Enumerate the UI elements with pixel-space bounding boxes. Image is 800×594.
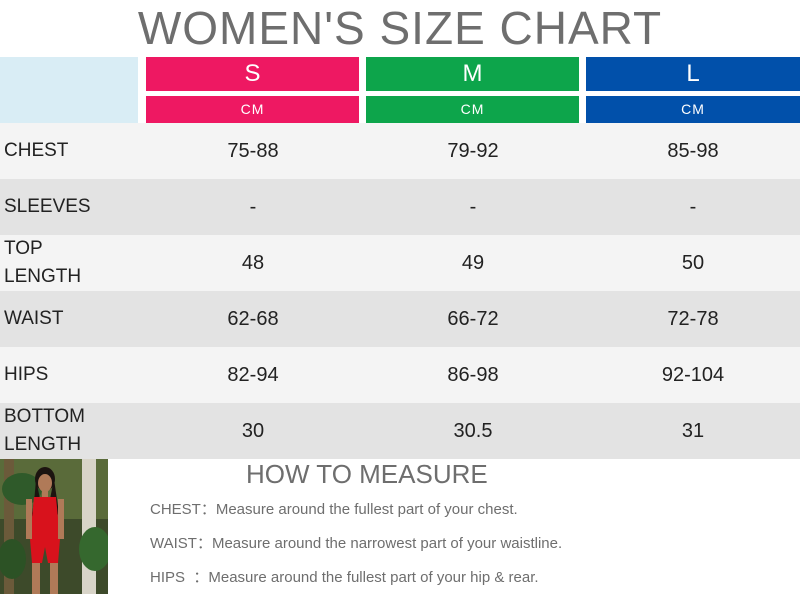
row-label: BOTTOM LENGTH [4,403,134,459]
tip-text: Measure around the fullest part of your … [215,501,518,518]
row-label: WAIST [4,308,64,329]
measure-tip-chest: CHEST：Measure around the fullest part of… [150,498,518,519]
row-label-line: LENGTH [4,266,82,287]
table-cell: 30.5 [453,419,493,442]
row-label-line: BOTTOM [4,406,85,427]
tip-key: WAIST： [150,535,212,552]
table-cell: 86-98 [447,363,499,386]
table-cell: 50 [681,251,705,274]
how-to-measure-title: HOW TO MEASURE [246,459,488,489]
tip-key: HIPS ： [150,569,209,586]
tip-text: Measure around the fullest part of your … [208,569,539,586]
table-cell: 66-72 [447,307,499,330]
table-cell: 72-78 [667,307,719,330]
table-cell: 82-94 [227,363,279,386]
header-corner [0,57,138,123]
table-cell: 79-92 [447,139,499,162]
row-label: HIPS [4,364,49,385]
table-cell: 30 [241,419,265,442]
table-cell: 85-98 [667,139,719,162]
size-header-s: S [146,57,359,91]
row-label-line: LENGTH [4,434,82,455]
row-label: SLEEVES [4,196,91,217]
tip-text: Measure around the narrowest part of you… [211,535,563,552]
table-row-top-length: TOP LENGTH 48 49 50 [0,235,800,291]
table-row-sleeves: SLEEVES - - - [0,179,800,235]
table-cell: 49 [461,251,485,274]
table-row-hips: HIPS 82-94 86-98 92-104 [0,347,800,403]
model-photo [0,459,108,594]
size-unit-s: CM [146,96,359,123]
size-header-l: L [586,57,800,91]
table-cell: 75-88 [227,139,279,162]
tip-key: CHEST： [150,501,216,518]
size-header-m: M [366,57,579,91]
page-title: WOMEN'S SIZE CHART [137,2,663,54]
table-cell: - [689,195,697,218]
measure-tip-hips: HIPS ：Measure around the fullest part of… [150,566,539,587]
measure-tip-waist: WAIST：Measure around the narrowest part … [150,532,562,553]
row-label-line: TOP [4,238,43,259]
table-cell: 92-104 [661,363,725,386]
table-cell: 31 [681,419,705,442]
table-row-bottom-length: BOTTOM LENGTH 30 30.5 31 [0,403,800,459]
table-row-chest: CHEST 75-88 79-92 85-98 [0,123,800,179]
table-cell: 48 [241,251,265,274]
table-cell: 62-68 [227,307,279,330]
size-unit-l: CM [586,96,800,123]
size-unit-m: CM [366,96,579,123]
table-row-waist: WAIST 62-68 66-72 72-78 [0,291,800,347]
table-cell: - [249,195,257,218]
row-label: TOP LENGTH [4,235,134,291]
row-label: CHEST [4,140,69,161]
table-cell: - [469,195,477,218]
